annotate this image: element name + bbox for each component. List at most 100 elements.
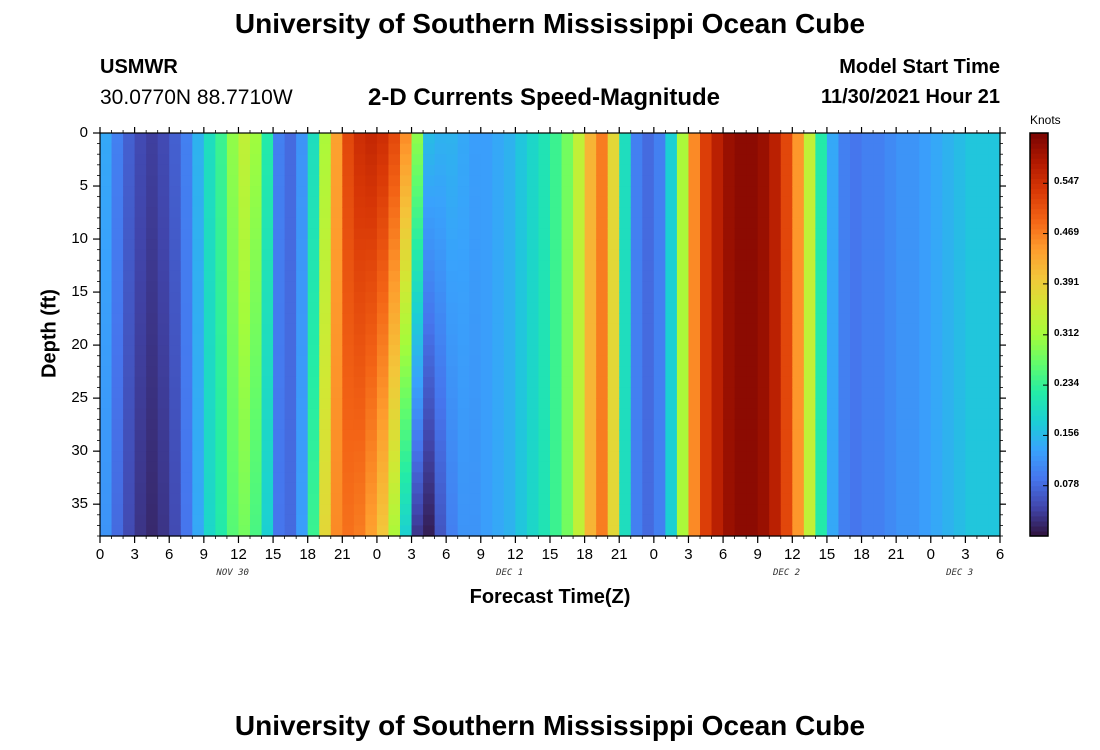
heatmap-cell (192, 217, 205, 230)
heatmap-cell (353, 270, 366, 283)
heatmap-cell (526, 217, 540, 230)
heatmap-cell (215, 196, 228, 208)
heatmap-cell (723, 281, 736, 293)
heatmap-cell (215, 228, 228, 240)
heatmap-cell (642, 302, 655, 314)
colorbar-segment (1030, 359, 1048, 366)
heatmap-cell (757, 228, 770, 240)
heatmap-cell (250, 249, 263, 261)
heatmap-cell (723, 440, 736, 452)
heatmap-cell (492, 366, 505, 378)
heatmap-cell (573, 302, 586, 314)
heatmap-cell (203, 143, 216, 155)
heatmap-cell (630, 154, 643, 166)
heatmap-cell (111, 355, 124, 367)
heatmap-cell (573, 398, 586, 410)
heatmap-cell (388, 154, 401, 166)
heatmap-cell (192, 323, 205, 336)
heatmap-cell (388, 133, 401, 145)
heatmap-cell (965, 175, 978, 187)
heatmap-cell (942, 525, 955, 537)
heatmap-cell (803, 429, 816, 442)
heatmap-cell (803, 504, 816, 516)
heatmap-cell (630, 345, 643, 357)
heatmap-cell (919, 366, 932, 378)
colorbar-segment (1030, 158, 1048, 164)
heatmap-cell (169, 228, 182, 240)
heatmap-cell (169, 472, 182, 484)
heatmap-cell (757, 440, 770, 452)
heatmap-cell (976, 429, 990, 442)
heatmap-cell (769, 419, 782, 431)
heatmap-cell (123, 398, 136, 410)
heatmap-cell (284, 292, 297, 304)
heatmap-cell (157, 408, 170, 420)
heatmap-cell (700, 143, 713, 155)
heatmap-cell (388, 514, 401, 526)
heatmap-cell (515, 186, 528, 198)
heatmap-cell (930, 398, 943, 410)
heatmap-cell (988, 175, 1001, 187)
heatmap-cell (296, 270, 309, 283)
heatmap-cell (526, 133, 540, 145)
heatmap-cell (446, 133, 459, 145)
x-tick-label: 15 (818, 546, 836, 563)
heatmap-cell (619, 270, 632, 283)
heatmap-cell (353, 260, 366, 272)
heatmap-cell (526, 239, 540, 251)
axis-ticks (93, 127, 1006, 543)
heatmap-cell (815, 514, 828, 526)
heatmap-cell (780, 461, 793, 473)
heatmap-cell (238, 345, 251, 357)
heatmap-cell (976, 302, 990, 314)
heatmap-cell (757, 451, 770, 463)
heatmap-cell (250, 217, 263, 230)
heatmap-cell (676, 461, 690, 473)
heatmap-cell (861, 472, 874, 484)
heatmap-cell (561, 228, 574, 240)
heatmap-cell (319, 355, 332, 367)
heatmap-cell (942, 366, 955, 378)
heatmap-cell (642, 217, 655, 230)
heatmap-cell (861, 281, 874, 293)
heatmap-cell (850, 281, 863, 293)
heatmap-cell (469, 504, 482, 516)
heatmap-cell (884, 493, 897, 505)
heatmap-cell (665, 270, 678, 283)
heatmap-cell (850, 472, 863, 484)
heatmap-cell (850, 482, 863, 495)
heatmap-cell (273, 196, 286, 208)
heatmap-cell (526, 281, 540, 293)
heatmap-cell (411, 207, 424, 219)
heatmap-cell (111, 196, 124, 208)
heatmap-cell (700, 366, 713, 378)
heatmap-cell (550, 196, 563, 208)
heatmap-cell (826, 366, 840, 378)
heatmap-cell (561, 186, 574, 198)
heatmap-cell (803, 376, 816, 389)
heatmap-cell (273, 281, 286, 293)
heatmap-cell (307, 207, 320, 219)
heatmap-cell (296, 302, 309, 314)
heatmap-cell (203, 504, 216, 516)
heatmap-cell (434, 408, 447, 420)
heatmap-cell (388, 281, 401, 293)
heatmap-cell (792, 249, 805, 261)
heatmap-cell (457, 366, 470, 378)
heatmap-cell (896, 398, 909, 410)
heatmap-cell (630, 355, 643, 367)
heatmap-cell (792, 504, 805, 516)
heatmap-cell (653, 345, 666, 357)
heatmap-cell (307, 292, 320, 304)
heatmap-cell (446, 419, 459, 431)
heatmap-cell (769, 313, 782, 325)
heatmap-cell (988, 504, 1001, 516)
heatmap-cell (976, 482, 990, 495)
heatmap-cell (746, 323, 759, 336)
heatmap-cell (226, 143, 240, 155)
heatmap-cell (619, 482, 632, 495)
heatmap-cell (596, 387, 609, 399)
heatmap-cell (792, 398, 805, 410)
x-tick-label: 0 (926, 546, 935, 563)
heatmap-cell (376, 175, 390, 187)
